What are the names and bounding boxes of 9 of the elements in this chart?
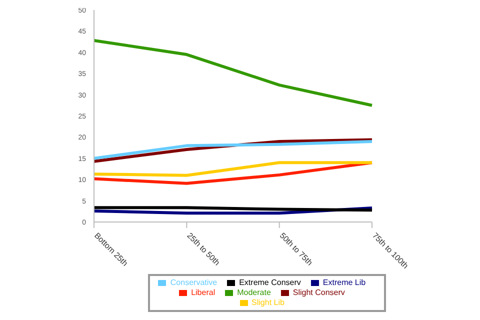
legend-label: Moderate — [237, 288, 271, 297]
legend-label: Conservative — [170, 278, 218, 287]
line-series — [92, 39, 374, 107]
legend-label: Extreme Conserv — [239, 278, 301, 287]
line-series — [92, 161, 374, 185]
legend-label: Slight Conserv — [292, 288, 345, 297]
legend-label: Slight Lib — [252, 298, 284, 307]
legend-label: Extreme Lib — [322, 278, 366, 287]
legend-label: Liberal — [191, 288, 216, 297]
